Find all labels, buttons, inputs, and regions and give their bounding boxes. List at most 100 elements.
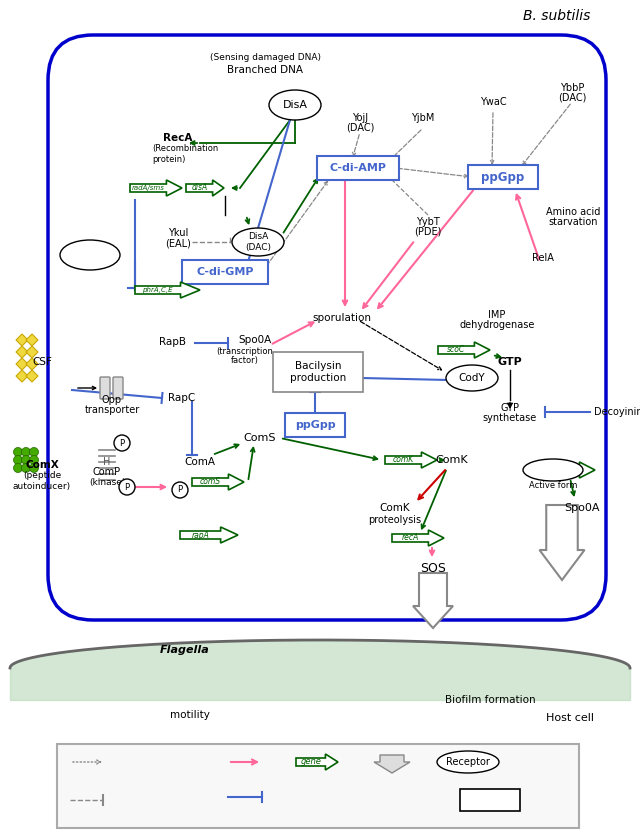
FancyBboxPatch shape — [273, 352, 363, 392]
Text: inhibit: inhibit — [228, 806, 257, 814]
Text: comK: comK — [392, 456, 414, 464]
Text: comS: comS — [200, 478, 221, 487]
Text: Receptor: Receptor — [446, 757, 490, 767]
Text: YojJ: YojJ — [352, 113, 368, 123]
Text: activate: activate — [228, 768, 265, 777]
Text: Opp: Opp — [102, 395, 122, 405]
Ellipse shape — [232, 228, 284, 256]
Text: phosphorylation: phosphorylation — [288, 812, 356, 821]
Text: YybT: YybT — [416, 217, 440, 227]
Text: scoC: scoC — [447, 346, 465, 355]
Text: (peptide: (peptide — [23, 472, 61, 480]
Text: dehydrogenase: dehydrogenase — [460, 320, 534, 330]
Text: gene: gene — [307, 776, 330, 785]
Text: ppGpp: ppGpp — [294, 420, 335, 430]
Text: CodY: CodY — [541, 462, 564, 470]
Text: Amino acid: Amino acid — [546, 207, 600, 217]
Text: recA: recA — [401, 534, 419, 543]
Text: GTP: GTP — [81, 256, 99, 266]
Text: P: P — [120, 438, 125, 448]
FancyBboxPatch shape — [57, 744, 579, 828]
FancyBboxPatch shape — [460, 789, 520, 811]
Polygon shape — [385, 452, 437, 468]
Text: CodY: CodY — [77, 245, 102, 255]
FancyBboxPatch shape — [317, 156, 399, 180]
Text: sporulation: sporulation — [312, 313, 371, 323]
Text: ComK: ComK — [380, 503, 410, 513]
Text: Decoyinine: Decoyinine — [594, 407, 640, 417]
Text: Spo0A: Spo0A — [564, 503, 600, 513]
Text: ppGpp: ppGpp — [481, 170, 525, 184]
Text: transporter: transporter — [84, 405, 140, 415]
Ellipse shape — [60, 240, 120, 270]
Text: (DAC): (DAC) — [558, 93, 586, 103]
Text: YjbM: YjbM — [412, 113, 435, 123]
Text: Biofilm formation: Biofilm formation — [445, 695, 535, 705]
Polygon shape — [192, 474, 244, 490]
Text: YwaC: YwaC — [480, 97, 506, 107]
Circle shape — [114, 435, 130, 451]
Text: P: P — [177, 485, 182, 494]
Circle shape — [119, 479, 135, 495]
Text: Bacilysin
production: Bacilysin production — [290, 362, 346, 382]
Text: P: P — [319, 796, 324, 804]
FancyBboxPatch shape — [182, 260, 268, 284]
FancyBboxPatch shape — [100, 377, 110, 399]
Text: CodY: CodY — [459, 373, 485, 383]
Text: Hydrolase (degrades: Hydrolase (degrades — [72, 807, 166, 817]
Text: signaling molecule): signaling molecule) — [72, 817, 161, 826]
Text: signaling molecule: signaling molecule — [72, 778, 157, 787]
Polygon shape — [135, 282, 200, 298]
FancyBboxPatch shape — [48, 35, 606, 620]
Text: proteolysis: proteolysis — [369, 515, 422, 525]
Text: Branched DNA: Branched DNA — [227, 65, 303, 75]
Text: rapA: rapA — [191, 530, 209, 539]
Text: RelA: RelA — [532, 253, 554, 263]
Text: ComX: ComX — [25, 460, 59, 470]
Text: molecule: molecule — [468, 807, 509, 817]
Text: GTP: GTP — [544, 470, 562, 479]
Text: Active form: Active form — [529, 482, 577, 490]
Ellipse shape — [437, 751, 499, 773]
Text: B. subtilis: B. subtilis — [523, 9, 590, 23]
Circle shape — [22, 463, 31, 473]
Circle shape — [13, 448, 22, 457]
Text: DisA: DisA — [282, 100, 307, 110]
Text: ComK: ComK — [436, 455, 468, 465]
Circle shape — [29, 448, 38, 457]
Text: (transcription: (transcription — [216, 347, 273, 356]
Polygon shape — [16, 334, 28, 346]
Polygon shape — [26, 370, 38, 382]
FancyBboxPatch shape — [113, 377, 123, 399]
Text: (DAC): (DAC) — [346, 123, 374, 133]
Polygon shape — [543, 462, 595, 478]
Text: GTP: GTP — [500, 403, 520, 413]
Circle shape — [22, 448, 31, 457]
Circle shape — [29, 456, 38, 464]
Text: YkuI: YkuI — [168, 228, 188, 238]
Text: phrA,C,E: phrA,C,E — [143, 287, 173, 293]
Text: Synthase (makes: Synthase (makes — [72, 768, 150, 777]
Text: SOS: SOS — [420, 561, 446, 574]
Polygon shape — [413, 573, 453, 628]
Text: (Sensing damaged DNA): (Sensing damaged DNA) — [209, 53, 321, 63]
Ellipse shape — [523, 459, 583, 481]
Circle shape — [22, 456, 31, 464]
Text: C-di-AMP: C-di-AMP — [330, 163, 387, 173]
FancyBboxPatch shape — [468, 165, 538, 189]
Text: spo0A: spo0A — [549, 465, 573, 474]
Polygon shape — [392, 530, 444, 546]
Polygon shape — [296, 754, 338, 770]
Text: (kinase): (kinase) — [89, 478, 125, 487]
Text: factor): factor) — [231, 356, 259, 365]
Text: autoinducer): autoinducer) — [13, 482, 71, 490]
Circle shape — [314, 792, 330, 808]
Text: (PDE): (PDE) — [414, 227, 442, 237]
Text: Host cell: Host cell — [546, 713, 594, 723]
Text: DisA
(DAC): DisA (DAC) — [245, 232, 271, 251]
Polygon shape — [26, 334, 38, 346]
Text: RecA: RecA — [163, 133, 193, 143]
Text: H: H — [103, 457, 111, 467]
Text: radA/sms: radA/sms — [132, 185, 164, 191]
Text: Flagella: Flagella — [160, 645, 210, 655]
